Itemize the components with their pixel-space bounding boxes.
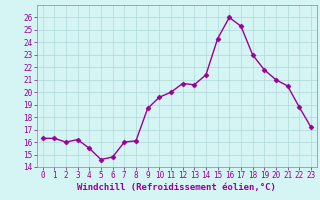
X-axis label: Windchill (Refroidissement éolien,°C): Windchill (Refroidissement éolien,°C) bbox=[77, 183, 276, 192]
